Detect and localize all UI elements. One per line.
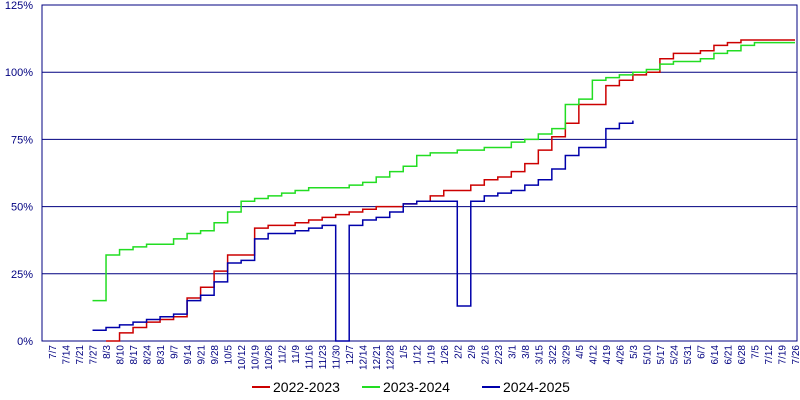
x-tick-label: 7/26	[791, 345, 800, 365]
x-tick-label: 6/7	[696, 345, 707, 359]
x-tick-label: 12/21	[372, 345, 383, 370]
x-tick-label: 3/1	[507, 345, 518, 359]
x-tick-label: 8/31	[156, 345, 167, 365]
legend-label: 2023-2024	[383, 379, 450, 395]
x-tick-label: 7/19	[777, 345, 788, 365]
x-tick-label: 7/7	[48, 345, 59, 359]
x-tick-label: 3/29	[561, 345, 572, 365]
x-tick-label: 10/19	[251, 345, 262, 370]
x-tick-label: 1/5	[399, 345, 410, 359]
x-tick-label: 12/7	[345, 345, 356, 365]
x-tick-label: 7/12	[764, 345, 775, 365]
x-tick-label: 2/16	[480, 345, 491, 365]
x-tick-label: 10/12	[237, 345, 248, 370]
x-tick-label: 11/30	[332, 345, 343, 370]
x-tick-label: 6/28	[737, 345, 748, 365]
legend-label: 2022-2023	[273, 379, 340, 395]
x-tick-label: 4/19	[602, 345, 613, 365]
x-tick-label: 3/15	[534, 345, 545, 365]
x-tick-label: 1/12	[413, 345, 424, 365]
x-tick-label: 10/5	[224, 345, 235, 365]
x-tick-label: 11/9	[291, 345, 302, 364]
x-tick-label: 11/23	[318, 345, 329, 370]
x-tick-label: 9/21	[197, 345, 208, 365]
x-tick-label: 7/21	[75, 345, 86, 365]
x-tick-label: 12/14	[359, 345, 370, 370]
x-tick-label: 3/8	[521, 345, 532, 359]
x-tick-label: 5/3	[629, 345, 640, 359]
x-tick-label: 7/5	[750, 345, 761, 359]
y-tick-label: 25%	[11, 269, 33, 281]
x-tick-label: 4/26	[615, 345, 626, 365]
x-tick-label: 4/12	[588, 345, 599, 365]
x-tick-label: 11/16	[305, 345, 316, 370]
x-tick-label: 7/27	[89, 345, 100, 365]
y-tick-label: 50%	[11, 202, 33, 214]
x-tick-label: 2/23	[494, 345, 505, 365]
x-tick-label: 1/26	[440, 345, 451, 365]
legend: 2022-2023 2023-2024 2024-2025	[252, 379, 570, 395]
x-tick-label: 9/7	[170, 345, 181, 359]
x-tick-label: 5/31	[683, 345, 694, 365]
x-tick-label: 8/24	[143, 345, 154, 365]
series-line	[92, 41, 795, 302]
x-tick-label: 10/26	[264, 345, 275, 370]
x-tick-label: 12/28	[386, 345, 397, 370]
x-tick-label: 2/2	[453, 345, 464, 359]
y-tick-label: 100%	[5, 67, 33, 79]
x-tick-label: 6/21	[723, 345, 734, 365]
x-tick-label: 7/14	[62, 345, 73, 365]
x-tick-label: 8/3	[102, 345, 113, 359]
x-tick-label: 5/17	[656, 345, 667, 365]
plot-area	[41, 4, 798, 342]
x-tick-label: 2/9	[467, 345, 478, 359]
legend-label: 2024-2025	[503, 379, 570, 395]
x-tick-label: 5/10	[642, 345, 653, 365]
x-tick-label: 1/19	[426, 345, 437, 365]
series-line	[92, 120, 634, 342]
x-tick-label: 8/17	[129, 345, 140, 365]
x-tick-label: 5/24	[669, 345, 680, 365]
y-tick-label: 0%	[17, 336, 33, 348]
x-tick-label: 9/14	[183, 345, 194, 365]
y-tick-label: 125%	[5, 0, 33, 12]
x-tick-label: 3/22	[548, 345, 559, 365]
x-tick-label: 4/5	[575, 345, 586, 359]
x-tick-label: 11/2	[278, 345, 289, 364]
y-tick-label: 75%	[11, 134, 33, 146]
x-tick-label: 8/10	[116, 345, 127, 365]
x-tick-label: 9/28	[210, 345, 221, 365]
x-tick-label: 6/14	[710, 345, 721, 365]
